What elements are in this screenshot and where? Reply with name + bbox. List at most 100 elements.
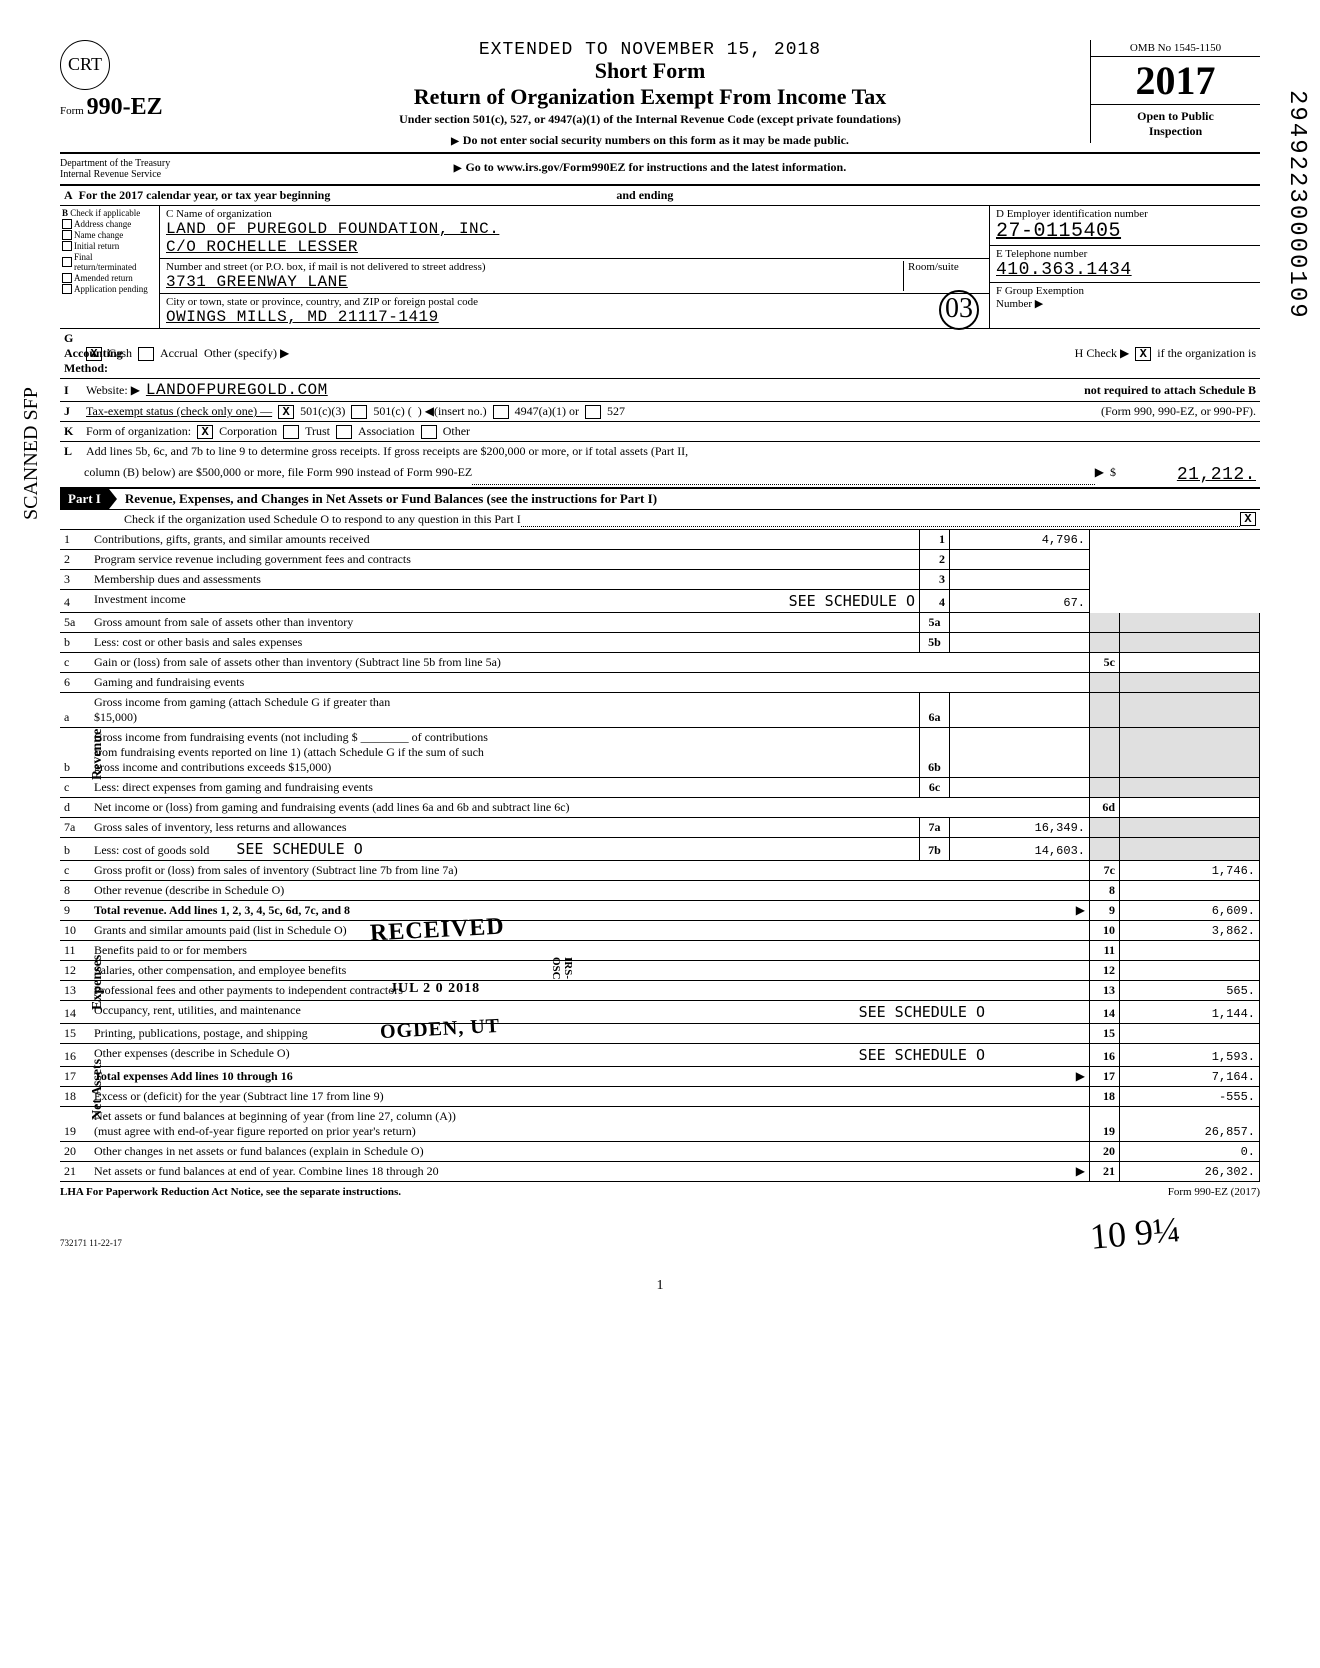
row-g: G Accounting Method: XCash Accrual Other… [60,329,1260,379]
org-column: C Name of organization LAND OF PUREGOLD … [160,206,990,328]
form-page: 29492230000109 SCANNED SFP CRT Form 990-… [60,40,1260,1294]
phone-value: 410.363.1434 [996,260,1132,280]
stamp-date: JUL 2 0 2018 [390,981,480,997]
org-city: OWINGS MILLS, MD 21117-1419 [166,308,439,326]
addr-label: Number and street (or P.O. box, if mail … [166,261,486,273]
line-5c: cGain or (loss) from sale of assets othe… [60,653,1260,673]
line-13: 13Professional fees and other payments t… [60,981,1260,1001]
open-to-public: Open to Public Inspection [1091,105,1260,143]
mid-rows: G Accounting Method: XCash Accrual Other… [60,329,1260,488]
dept-treasury: Department of the Treasury Internal Reve… [60,154,210,184]
chk-final-return[interactable]: Final return/terminated [62,252,157,272]
phone-row: E Telephone number 410.363.1434 [990,246,1260,283]
chk-name-change[interactable]: Name change [62,230,157,240]
sidebar-doc-number: 29492230000109 [1283,90,1310,320]
chk-accrual[interactable] [138,347,154,361]
section-b: B Check if applicable Address change Nam… [60,206,1260,329]
h-text: if the organization is [1157,346,1256,361]
check-schedule-o-row: Check if the organization used Schedule … [60,510,1260,530]
dept-row: Department of the Treasury Internal Reve… [60,154,1260,186]
chk-amended-return[interactable]: Amended return [62,273,157,283]
form-warning-1: Do not enter social security numbers on … [220,133,1080,148]
org-name: LAND OF PUREGOLD FOUNDATION, INC. [166,220,499,238]
l-text-2: column (B) below) are $500,000 or more, … [64,465,472,485]
city-label: City or town, state or province, country… [166,296,478,308]
chk-501c[interactable] [351,405,367,419]
f-label-2: Number ▶ [996,298,1043,310]
j-label: J [64,404,80,419]
chk-address-change[interactable]: Address change [62,219,157,229]
chk-initial-return[interactable]: Initial return [62,241,157,251]
group-exemption-row: F Group Exemption Number ▶ [990,283,1260,313]
chk-527[interactable] [585,405,601,419]
row-j: J Tax-exempt status (check only one) — X… [60,402,1260,422]
handwritten-note: 10 9¼ [1088,1208,1181,1258]
chk-schedule-b[interactable]: X [1135,347,1151,361]
irs-label: Internal Revenue Service [60,169,161,180]
small-footer: 732171 11-22-17 [60,1238,1260,1248]
chk-trust[interactable] [283,425,299,439]
chk-4947[interactable] [493,405,509,419]
org-address: 3731 GREENWAY LANE [166,273,348,291]
c-label: C Name of organization [166,208,272,220]
line-6b: bGross income from fundraising events (n… [60,728,1260,778]
chk-association[interactable] [336,425,352,439]
k-label: K [64,424,80,439]
org-care-of: C/O ROCHELLE LESSER [166,238,358,256]
chk-application-pending[interactable]: Application pending [62,284,157,294]
line-21: 21Net assets or fund balances at end of … [60,1162,1260,1182]
line-18: 18Excess or (deficit) for the year (Subt… [60,1087,1260,1107]
tax-year: 2017 [1091,57,1260,105]
form-warning-2: Go to www.irs.gov/Form990EZ for instruct… [210,154,1090,184]
line-4: 4Investment incomeSEE SCHEDULE O467. [60,590,1260,613]
footer-row: LHA For Paperwork Reduction Act Notice, … [60,1182,1260,1198]
j-right: (Form 990, 990-EZ, or 990-PF). [1101,404,1256,419]
org-address-row: Number and street (or P.O. box, if mail … [160,259,989,294]
extended-date: EXTENDED TO NOVEMBER 15, 2018 [220,40,1080,60]
h-label: H Check ▶ [1075,346,1130,361]
line-9: 9Total revenue. Add lines 1, 2, 3, 4, 5c… [60,901,1260,921]
ein-column: D Employer identification number 27-0115… [990,206,1260,328]
line-2: 2Program service revenue including gover… [60,550,1260,570]
ein-row: D Employer identification number 27-0115… [990,206,1260,246]
line-5a: 5aGross amount from sale of assets other… [60,613,1260,633]
g-label: G Accounting Method: [64,331,80,376]
logo-circle: CRT [60,40,110,90]
d-label: D Employer identification number [996,208,1148,220]
line-a: A For the 2017 calendar year, or tax yea… [60,186,1260,206]
line-7c: cGross profit or (loss) from sales of in… [60,861,1260,881]
checkbox-column: B Check if applicable Address change Nam… [60,206,160,328]
chk-schedule-o[interactable]: X [1240,512,1256,526]
lha-notice: LHA For Paperwork Reduction Act Notice, … [60,1186,401,1198]
line-8: 8Other revenue (describe in Schedule O)8 [60,881,1260,901]
revenue-label: Revenue [90,729,106,780]
init-circle: 03 [939,290,979,330]
chk-cash[interactable]: X [86,347,102,361]
form-subtitle: Under section 501(c), 527, or 4947(a)(1)… [220,112,1080,127]
form-right-block: OMB No 1545-1150 2017 Open to Public Ins… [1090,40,1260,143]
form-number: 990-EZ [87,94,163,120]
org-city-row: City or town, state or province, country… [160,294,989,328]
form-title: Return of Organization Exempt From Incom… [220,84,1080,110]
line-1: 1Contributions, gifts, grants, and simil… [60,530,1260,550]
form-title-block: EXTENDED TO NOVEMBER 15, 2018 Short Form… [210,40,1090,148]
line-6: 6Gaming and fundraising events [60,673,1260,693]
e-label: E Telephone number [996,248,1087,260]
chk-other[interactable] [421,425,437,439]
row-l: L Add lines 5b, 6c, and 7b to line 9 to … [60,442,1260,488]
other-specify: Other (specify) ▶ [204,346,289,361]
line-16: 16Other expenses (describe in Schedule O… [60,1044,1260,1067]
line-a-begin: For the 2017 calendar year, or tax year … [79,188,331,202]
l-amount: 21,212. [1116,465,1256,485]
part-1-label: Part I [60,489,109,509]
chk-501c3[interactable]: X [278,405,294,419]
l-label: L [64,444,80,459]
netassets-label: Net Assets [90,1059,106,1120]
page-number: 1 [60,1278,1260,1294]
irs-osc-stamp: IRS-OSC [550,957,574,980]
room-suite: Room/suite [903,261,983,291]
line-a-end: and ending [616,188,673,202]
part-1-title: Revenue, Expenses, and Changes in Net As… [109,491,657,507]
chk-corporation[interactable]: X [197,425,213,439]
h-text-2: not required to attach Schedule B [1084,383,1256,398]
